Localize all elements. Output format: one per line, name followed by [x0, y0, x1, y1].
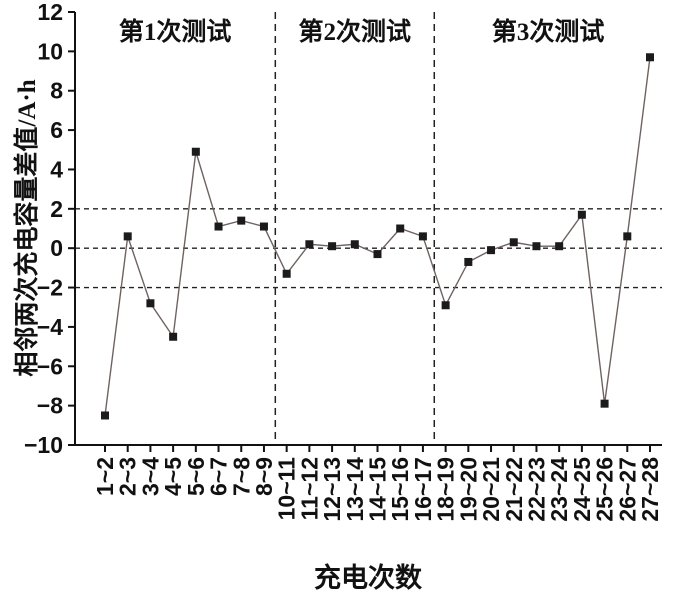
data-point	[259, 222, 268, 231]
data-point	[328, 242, 337, 251]
x-tick-label: 18~19	[433, 457, 459, 522]
x-tick-label: 25~26	[592, 457, 618, 522]
series-line	[104, 57, 651, 416]
x-tick-label: 4~5	[160, 457, 186, 496]
data-point	[464, 257, 473, 266]
x-tick-label: 14~15	[365, 457, 391, 522]
data-point	[191, 147, 200, 156]
x-tick-label: 21~22	[501, 457, 527, 522]
y-tick-label: 0	[50, 235, 63, 261]
data-point	[101, 411, 109, 420]
x-tick-label: 11~12	[296, 457, 322, 520]
y-tick-label: 6	[50, 117, 63, 143]
x-tick-label: 23~24	[546, 457, 572, 522]
data-point	[214, 222, 223, 231]
data-point	[532, 242, 541, 251]
data-point	[487, 246, 496, 255]
section-label: 第3次测试	[492, 17, 605, 46]
data-point	[282, 269, 291, 278]
data-point	[577, 210, 586, 219]
x-tick-label: 3~4	[137, 457, 163, 496]
y-tick-label: 8	[50, 78, 63, 104]
y-tick-label: 10	[37, 38, 63, 64]
x-tick-label: 24~25	[569, 457, 595, 522]
x-tick-label: 5~6	[183, 457, 209, 496]
section-label: 第1次测试	[119, 17, 232, 46]
x-tick-label: 16~17	[410, 457, 436, 522]
data-point	[146, 299, 155, 308]
y-tick-label: −10	[24, 432, 63, 458]
x-tick-label: 2~3	[115, 457, 141, 496]
y-tick-label: −4	[37, 314, 63, 340]
y-tick-label: 12	[37, 0, 63, 25]
x-tick-label: 27~28	[637, 457, 663, 522]
x-tick-label: 13~14	[342, 457, 368, 522]
data-point	[305, 240, 314, 249]
x-tick-label: 19~20	[455, 457, 481, 522]
y-axis-label: 相邻两次充电容量差值/A·h	[14, 79, 41, 377]
data-point	[418, 232, 427, 241]
y-tick-label: −6	[37, 353, 63, 379]
x-tick-label: 22~23	[523, 457, 549, 522]
y-tick-label: 4	[50, 156, 63, 182]
data-point	[509, 238, 518, 247]
x-tick-label: 12~13	[319, 457, 345, 522]
data-point	[123, 232, 132, 241]
section-label: 第2次测试	[299, 17, 412, 46]
data-point	[600, 399, 609, 408]
y-tick-label: 2	[50, 196, 63, 222]
x-tick-label: 7~8	[228, 457, 254, 496]
x-tick-label: 15~16	[387, 457, 413, 522]
data-point	[373, 250, 382, 259]
x-tick-label: 8~9	[251, 457, 277, 496]
data-point	[646, 53, 654, 62]
data-point	[441, 301, 450, 310]
data-point	[169, 332, 178, 341]
y-tick-label: −2	[37, 275, 63, 301]
y-tick-label: −8	[37, 393, 63, 419]
x-tick-label: 26~27	[614, 457, 640, 522]
x-tick-label: 10~11	[274, 457, 300, 521]
x-axis-label: 充电次数	[314, 563, 422, 593]
data-point	[350, 240, 359, 249]
data-point	[623, 232, 632, 241]
data-point	[237, 216, 246, 225]
data-point	[396, 224, 405, 233]
x-tick-label: 6~7	[206, 457, 232, 496]
x-tick-label: 20~21	[478, 457, 504, 522]
x-tick-label: 1~2	[92, 457, 118, 496]
data-point	[555, 242, 564, 251]
